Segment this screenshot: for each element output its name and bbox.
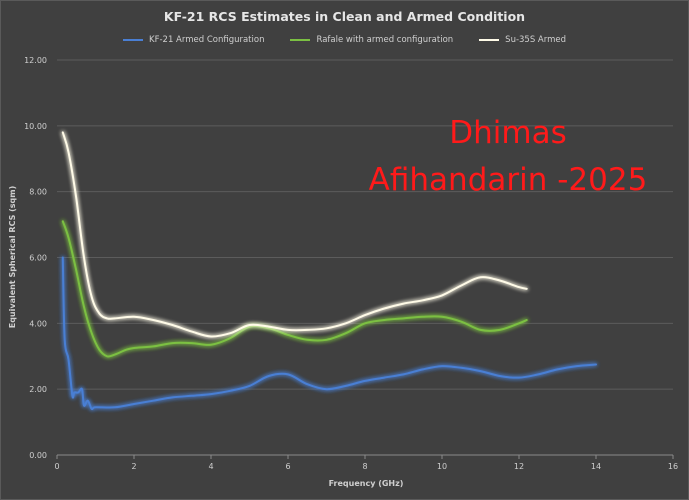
series-line-rafale-with-armed-configuration — [61, 220, 528, 358]
y-tick-label: 4.00 — [29, 319, 47, 328]
x-tick-label: 2 — [131, 462, 136, 471]
legend-item-su-35s-armed: Su-35S Armed — [479, 35, 566, 45]
y-tick-label: 0.00 — [29, 451, 47, 460]
watermark-line-2: Afihandarin -2025 — [369, 162, 648, 198]
series-line-su-35s-armed — [61, 131, 528, 338]
chart-title: KF-21 RCS Estimates in Clean and Armed C… — [163, 9, 526, 24]
x-tick-label: 8 — [362, 462, 367, 471]
legend-label: KF-21 Armed Configuration — [149, 35, 265, 45]
x-tick-label: 0 — [54, 462, 59, 471]
legend-item-kf-21-armed-configuration: KF-21 Armed Configuration — [123, 35, 264, 45]
x-tick-label: 12 — [514, 462, 524, 471]
y-tick-label: 12.00 — [24, 56, 47, 65]
y-tick-label: 8.00 — [29, 188, 47, 197]
y-axis-label: Equivalent Spherical RCS (sqm) — [8, 186, 17, 329]
series-line-kf-21-armed-configuration — [61, 256, 597, 411]
legend-label: Rafale with armed configuration — [316, 35, 454, 45]
x-axis-label: Frequency (GHz) — [329, 479, 404, 488]
legend-item-rafale-with-armed-configuration: Rafale with armed configuration — [290, 35, 453, 45]
y-tick-label: 10.00 — [24, 122, 47, 131]
y-tick-label: 2.00 — [29, 385, 47, 394]
x-tick-label: 6 — [285, 462, 290, 471]
y-tick-label: 6.00 — [29, 254, 47, 263]
watermark: Dhimas Afihandarin -2025 — [369, 115, 648, 198]
watermark-line-1: Dhimas — [449, 115, 566, 151]
legend-swatch — [290, 39, 311, 41]
x-axis-ticks: 0 2 4 6 8 10 12 14 16 — [54, 462, 678, 471]
x-tick-label: 16 — [668, 462, 678, 471]
y-axis-ticks: 0.00 2.00 4.00 6.00 8.00 10.00 12.00 — [24, 56, 47, 460]
legend-swatch — [123, 39, 143, 41]
gridlines — [56, 59, 674, 459]
series-lines — [61, 131, 597, 411]
x-tick-label: 4 — [208, 462, 213, 471]
legend-label: Su-35S Armed — [505, 35, 566, 45]
legend-swatch — [479, 39, 500, 41]
x-tick-label: 14 — [591, 462, 601, 471]
x-tick-label: 10 — [437, 462, 447, 471]
legend: KF-21 Armed Configuration Rafale with arm… — [0, 35, 689, 45]
